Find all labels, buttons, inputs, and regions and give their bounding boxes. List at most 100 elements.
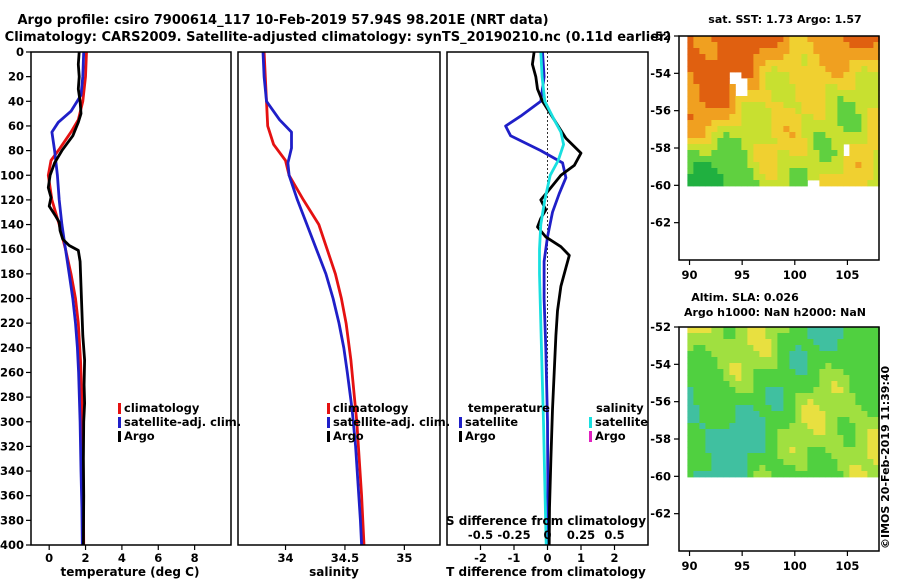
heatmap-cell: [789, 60, 796, 67]
heatmap-cell: [771, 351, 778, 358]
heatmap-cell: [789, 429, 796, 436]
heatmap-cell: [723, 375, 730, 382]
heatmap-cell: [837, 42, 844, 49]
heatmap-cell: [759, 96, 766, 103]
heatmap-cell: [807, 435, 814, 442]
heatmap-cell: [825, 363, 832, 370]
heatmap-cell: [711, 357, 718, 364]
heatmap-cell: [783, 399, 790, 406]
heatmap-cell: [873, 96, 880, 103]
heatmap-cell: [867, 375, 874, 382]
heatmap-cell: [741, 120, 748, 127]
heatmap-cell: [693, 357, 700, 364]
heatmap-cell: [861, 405, 868, 412]
heatmap-cell: [741, 471, 748, 478]
heatmap-cell: [693, 150, 700, 157]
heatmap-cell: [735, 333, 742, 340]
heatmap-cell: [693, 132, 700, 139]
heatmap-cell: [777, 447, 784, 454]
heatmap-cell: [807, 429, 814, 436]
heatmap-cell: [867, 90, 874, 97]
heatmap-cell: [831, 54, 838, 61]
heatmap-cell: [795, 405, 802, 412]
sla-map-title-2: Argo h1000: NaN h2000: NaN: [684, 306, 866, 319]
heatmap-cell: [807, 471, 814, 478]
heatmap-cell: [825, 48, 832, 55]
heatmap-cell: [723, 399, 730, 406]
heatmap-cell: [795, 120, 802, 127]
heatmap-cell: [831, 42, 838, 49]
heatmap-cell: [765, 351, 772, 358]
heatmap-cell: [735, 138, 742, 145]
heatmap-cell: [831, 381, 838, 388]
heatmap-cell: [705, 387, 712, 394]
heatmap-cell: [783, 48, 790, 55]
heatmap-cell: [819, 60, 826, 67]
heatmap-cell: [735, 387, 742, 394]
heatmap-cell: [699, 120, 706, 127]
heatmap-cell: [765, 36, 772, 43]
heatmap-cell: [837, 435, 844, 442]
heatmap-cell: [717, 114, 724, 121]
heatmap-cell: [705, 417, 712, 424]
s-tick-label: -0.25: [497, 528, 530, 542]
heatmap-cell: [753, 66, 760, 73]
heatmap-cell: [867, 405, 874, 412]
legend-swatch: [459, 417, 462, 428]
heatmap-cell: [747, 114, 754, 121]
heatmap-cell: [855, 36, 862, 43]
heatmap-cell: [789, 144, 796, 151]
heatmap-cell: [699, 471, 706, 478]
heatmap-cell: [807, 162, 814, 169]
heatmap-cell: [705, 465, 712, 472]
heatmap-cell: [771, 441, 778, 448]
heatmap-cell: [711, 399, 718, 406]
heatmap-cell: [753, 42, 760, 49]
heatmap-cell: [735, 60, 742, 67]
heatmap-cell: [819, 72, 826, 79]
heatmap-cell: [849, 102, 856, 109]
heatmap-cell: [711, 327, 718, 334]
heatmap-cell: [777, 411, 784, 418]
heatmap-cell: [855, 150, 862, 157]
x-tick-label: 1: [577, 551, 585, 565]
heatmap-cell: [753, 84, 760, 91]
heatmap-cell: [801, 327, 808, 334]
heatmap-cell: [819, 417, 826, 424]
depth-tick-label: 380: [0, 513, 24, 527]
heatmap-cell: [831, 453, 838, 460]
heatmap-cell: [831, 174, 838, 181]
heatmap-cell: [867, 453, 874, 460]
heatmap-cell: [849, 36, 856, 43]
heatmap-cell: [801, 363, 808, 370]
heatmap-cell: [867, 333, 874, 340]
heatmap-cell: [759, 66, 766, 73]
map-y-tick-label: -54: [650, 357, 671, 371]
heatmap-cell: [741, 435, 748, 442]
heatmap-cell: [819, 48, 826, 55]
heatmap-cell: [699, 144, 706, 151]
heatmap-cell: [699, 78, 706, 85]
heatmap-cell: [687, 96, 694, 103]
heatmap-cell: [873, 150, 880, 157]
heatmap-cell: [687, 78, 694, 85]
map-x-tick-label: 100: [783, 268, 807, 282]
heatmap-cell: [777, 156, 784, 163]
heatmap-cell: [777, 399, 784, 406]
heatmap-cell: [747, 405, 754, 412]
heatmap-cell: [723, 36, 730, 43]
heatmap-cell: [711, 120, 718, 127]
heatmap-cell: [723, 471, 730, 478]
heatmap-cell: [747, 441, 754, 448]
heatmap-cell: [777, 126, 784, 133]
map-x-tick-label: 90: [682, 268, 698, 282]
heatmap-cell: [831, 144, 838, 151]
heatmap-cell: [693, 78, 700, 85]
heatmap-cell: [705, 375, 712, 382]
heatmap-cell: [717, 138, 724, 145]
heatmap-cell: [693, 96, 700, 103]
s-tick-label: 0.25: [567, 528, 595, 542]
heatmap-cell: [711, 48, 718, 55]
heatmap-cell: [843, 447, 850, 454]
heatmap-cell: [861, 339, 868, 346]
